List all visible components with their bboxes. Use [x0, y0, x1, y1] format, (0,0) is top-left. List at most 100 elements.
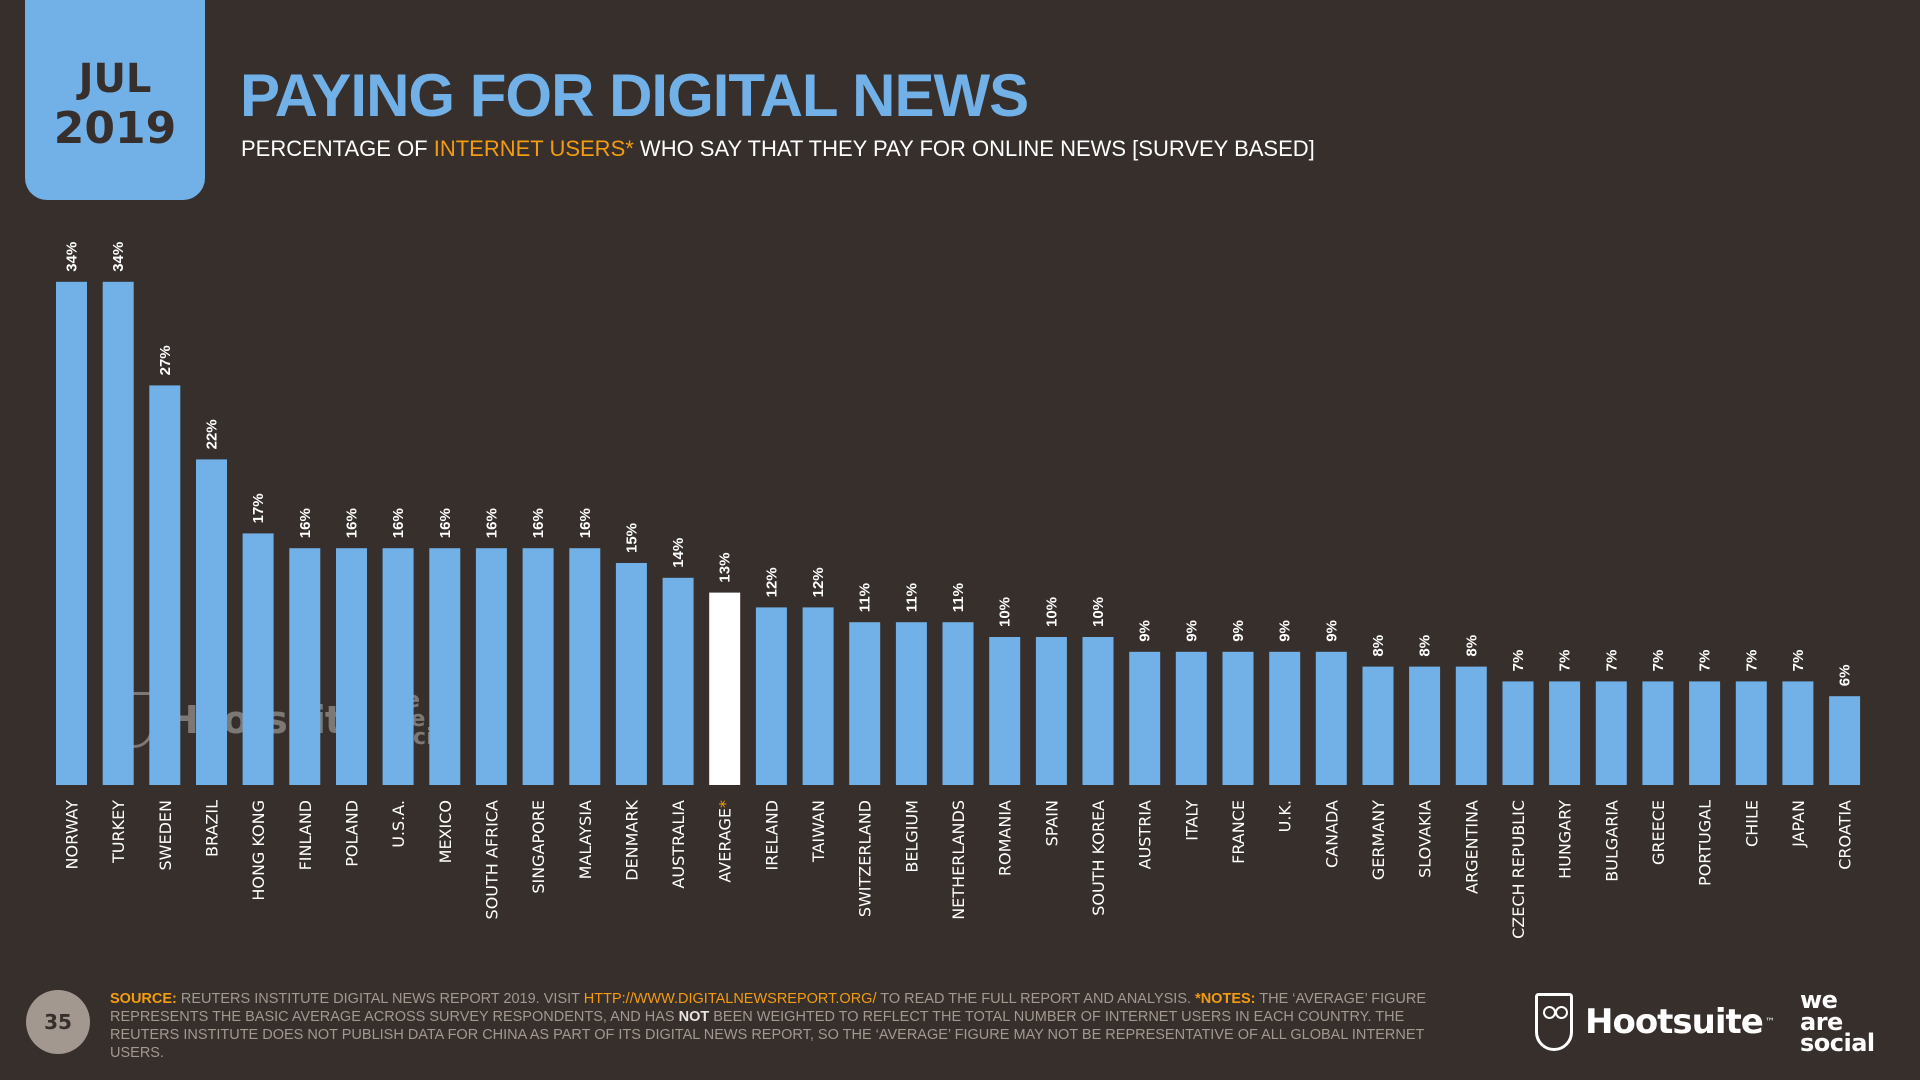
- value-label-ireland: 12%: [763, 567, 780, 597]
- bar-brazil: [196, 459, 227, 785]
- we-are-social-line: we: [1800, 986, 1838, 1014]
- category-label-sweden: SWEDEN: [156, 800, 175, 870]
- value-label-average: 13%: [717, 553, 734, 583]
- category-label-australia: AUSTRALIA: [669, 800, 688, 889]
- bar-average: [709, 592, 741, 785]
- hootsuite-wordmark: Hootsuite: [1585, 1002, 1764, 1042]
- we-are-social-logo: we are social: [1800, 986, 1875, 1055]
- date-year: 2019: [53, 103, 177, 154]
- category-label-brazil: BRAZIL: [203, 800, 222, 857]
- bar-czech-republic: [1502, 681, 1534, 785]
- date-month: JUL: [78, 56, 152, 102]
- owl-icon: [1535, 993, 1573, 1051]
- category-label-u-s-a: U.S.A.: [389, 800, 408, 848]
- category-label-u-k: U.K.: [1276, 800, 1295, 832]
- category-label-average: AVERAGE*: [716, 800, 735, 883]
- bar-slovakia: [1409, 666, 1441, 785]
- category-label-singapore: SINGAPORE: [529, 800, 548, 894]
- value-label-finland: 16%: [297, 508, 314, 538]
- value-label-argentina: 8%: [1463, 635, 1480, 657]
- bar-norway: [56, 281, 87, 785]
- value-label-greece: 7%: [1650, 650, 1667, 672]
- bar-denmark: [615, 563, 647, 785]
- value-label-hong-kong: 17%: [250, 493, 267, 523]
- bar-romania: [989, 637, 1021, 785]
- bar-chart: 34% NORWAY 34% TURKEY 27% SWEDEN 22% BRAZIL 17% H…: [56, 242, 1861, 939]
- footer-source-notes: SOURCE: REUTERS INSTITUTE DIGITAL NEWS R…: [110, 990, 1450, 1062]
- bar-belgium: [895, 622, 927, 785]
- category-label-belgium: BELGIUM: [902, 800, 921, 873]
- bar-bulgaria: [1595, 681, 1627, 785]
- source-text: REUTERS INSTITUTE DIGITAL NEWS REPORT 20…: [176, 991, 584, 1007]
- value-label-south-africa: 16%: [483, 508, 500, 538]
- value-label-taiwan: 12%: [810, 567, 827, 597]
- bar-sweden: [149, 385, 181, 785]
- category-label-slovakia: SLOVAKIA: [1416, 800, 1435, 878]
- trademark-symbol: ™: [1764, 1016, 1775, 1028]
- category-label-france: FRANCE: [1229, 800, 1248, 864]
- bar-argentina: [1455, 666, 1487, 785]
- category-label-japan: JAPAN: [1789, 800, 1808, 848]
- notes-label: *NOTES:: [1195, 991, 1256, 1007]
- bar-ireland: [755, 607, 787, 785]
- bar-switzerland: [849, 622, 881, 785]
- bar-chile: [1735, 681, 1767, 785]
- bar-italy: [1175, 651, 1207, 785]
- source-after: TO READ THE FULL REPORT AND ANALYSIS.: [876, 991, 1196, 1007]
- value-label-sweden: 27%: [157, 345, 174, 375]
- category-label-denmark: DENMARK: [622, 800, 641, 881]
- bar-netherlands: [942, 622, 974, 785]
- bar-hong-kong: [242, 533, 274, 785]
- bar-canada: [1315, 651, 1347, 785]
- value-label-u-s-a: 16%: [390, 508, 407, 538]
- value-label-austria: 9%: [1137, 620, 1154, 642]
- value-label-france: 9%: [1230, 620, 1247, 642]
- bar-malaysia: [569, 548, 601, 785]
- date-badge: JUL 2019: [25, 0, 205, 200]
- subtitle-highlight: INTERNET USERS*: [433, 136, 634, 161]
- value-label-italy: 9%: [1183, 620, 1200, 642]
- bar-finland: [289, 548, 321, 785]
- subtitle-post: WHO SAY THAT THEY PAY FOR ONLINE NEWS [S…: [633, 136, 1315, 161]
- category-label-turkey: TURKEY: [109, 800, 128, 864]
- bar-austria: [1129, 651, 1161, 785]
- bar-france: [1222, 651, 1254, 785]
- value-label-turkey: 34%: [110, 242, 127, 272]
- value-label-portugal: 7%: [1697, 650, 1714, 672]
- value-label-hungary: 7%: [1557, 650, 1574, 672]
- value-label-poland: 16%: [344, 508, 361, 538]
- page-subtitle: PERCENTAGE OF INTERNET USERS* WHO SAY TH…: [241, 138, 1315, 160]
- hootsuite-logo: Hootsuite ™: [1535, 993, 1775, 1051]
- bar-japan: [1782, 681, 1814, 785]
- category-label-portugal: PORTUGAL: [1696, 800, 1715, 886]
- category-label-argentina: ARGENTINA: [1462, 800, 1481, 894]
- value-label-spain: 10%: [1043, 597, 1060, 627]
- category-label-bulgaria: BULGARIA: [1602, 800, 1621, 882]
- value-label-croatia: 6%: [1837, 665, 1854, 687]
- category-label-italy: ITALY: [1182, 800, 1201, 841]
- value-label-bulgaria: 7%: [1603, 650, 1620, 672]
- category-label-poland: POLAND: [343, 800, 362, 867]
- category-label-ireland: IRELAND: [762, 800, 781, 870]
- bar-mexico: [429, 548, 461, 785]
- category-label-hungary: HUNGARY: [1556, 800, 1575, 879]
- value-label-netherlands: 11%: [950, 583, 967, 612]
- average-asterisk: *: [716, 800, 735, 808]
- category-label-finland: FINLAND: [296, 800, 315, 870]
- value-label-australia: 14%: [670, 538, 687, 568]
- bar-croatia: [1829, 696, 1861, 785]
- bar-australia: [662, 577, 694, 785]
- category-label-malaysia: MALAYSIA: [576, 800, 595, 879]
- source-link[interactable]: HTTP://WWW.DIGITALNEWSREPORT.ORG/: [583, 991, 877, 1007]
- category-label-south-africa: SOUTH AFRICA: [482, 800, 501, 920]
- value-label-czech-republic: 7%: [1510, 650, 1527, 672]
- value-label-south-korea: 10%: [1090, 597, 1107, 627]
- bar-hungary: [1549, 681, 1581, 785]
- value-label-romania: 10%: [997, 597, 1014, 627]
- category-label-romania: ROMANIA: [996, 800, 1015, 876]
- we-are-social-line: are: [1800, 1007, 1843, 1036]
- category-label-germany: GERMANY: [1369, 800, 1388, 880]
- notes-bold: NOT: [678, 1009, 710, 1025]
- value-label-norway: 34%: [64, 242, 81, 272]
- value-label-belgium: 11%: [903, 583, 920, 612]
